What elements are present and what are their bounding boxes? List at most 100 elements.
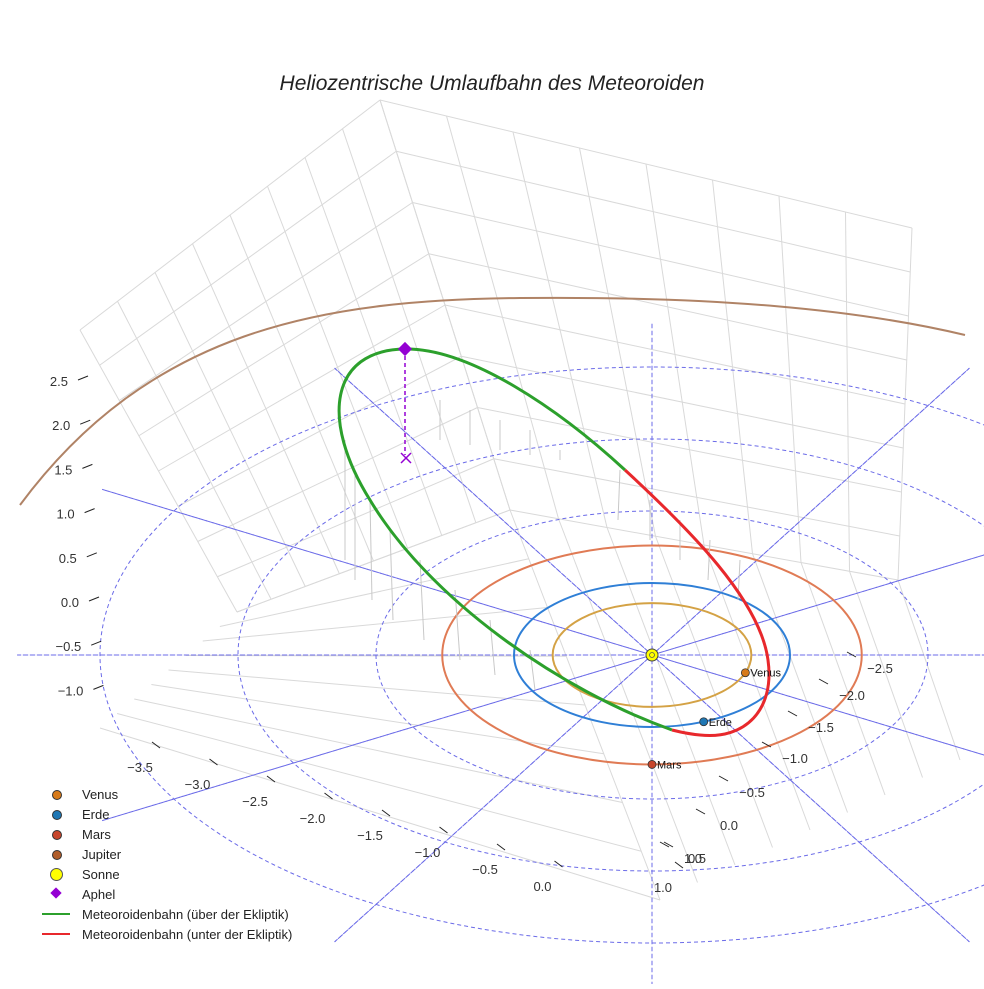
grid-line [444,304,906,405]
z-tick-label: 1.0 [57,507,75,522]
x-tick [209,758,218,766]
grid-line [712,179,753,554]
grid-line [134,698,623,803]
z-tick-label: −1.0 [58,683,84,698]
x-tick-label: −1.0 [415,845,441,860]
y-tick [846,651,857,658]
y-tick-label: 1.0 [684,851,702,866]
x-tick [674,861,684,869]
y-tick-label: −2.0 [839,688,865,703]
legend-dot-marker [52,830,62,840]
z-tick [86,552,97,558]
z-tick-label: 2.5 [50,374,68,389]
z-tick [93,684,104,690]
grid-line [267,186,409,549]
legend-line-marker [42,933,70,935]
drop-line [389,529,394,621]
legend-line-marker [42,913,70,915]
y-tick-label: −2.5 [867,661,893,676]
orbit-venus [551,602,753,708]
meteoroid-orbit-above [337,347,673,732]
grid-line [778,195,802,563]
z-tick [80,419,91,425]
grid-line [177,355,462,507]
legend: Venus Erde Mars Jupiter Sonne Aphel Meteoroide… [40,784,292,944]
y-tick-label: −0.5 [739,785,765,800]
legend-swatch [40,904,74,924]
drop-line [369,499,373,601]
grid-line [236,509,511,613]
grid-line [477,407,902,493]
x-tick [151,741,161,749]
y-tick [695,808,706,815]
grid-line [202,607,548,642]
x-tick-label: −2.5 [242,794,268,809]
sun-marker [645,648,659,662]
legend-item: Mars [40,824,292,844]
x-tick [554,860,563,868]
legend-sun-marker [50,868,63,881]
sun-core [649,652,655,658]
legend-swatch [40,804,74,824]
grid-line [151,684,604,755]
legend-swatch [40,884,74,904]
grid-line [342,128,477,523]
y-tick [663,841,674,848]
aphel-marker [397,341,413,357]
legend-dot-marker [52,810,62,820]
x-tick [496,843,506,851]
z-tick-label: −0.5 [56,639,82,654]
z-tick-label: 1.5 [54,462,72,477]
z-tick-label: 0.5 [59,551,77,566]
z-tick-label: 2.0 [52,418,70,433]
z-tick [77,375,89,381]
y-tick-label: 0.5 [688,851,706,866]
y-tick-label: −1.0 [782,751,808,766]
legend-swatch [40,924,74,944]
grid-line [558,518,698,883]
z-tick [82,463,93,469]
z-tick [91,640,102,646]
grid-line [849,571,923,778]
planet-venus-label: Venus [750,668,781,680]
grid-line [197,407,478,542]
x-tick [439,826,448,834]
z-tick [84,508,95,514]
orbit-jupiter [19,296,966,506]
grid-line [493,458,900,537]
x-tick [324,792,333,800]
legend-item: Erde [40,804,292,824]
legend-item: Jupiter [40,844,292,864]
legend-label: Jupiter [82,846,122,862]
legend-swatch [40,864,74,884]
y-tick [718,775,729,782]
x-tick-label: 1.0 [654,880,672,895]
legend-label: Aphel [82,886,116,902]
x-tick [266,775,276,783]
legend-swatch [40,784,74,804]
legend-dot-marker [52,790,62,800]
meteoroid-orbit-below [623,468,771,738]
grid-line [655,536,773,848]
orbit-erde [513,582,791,728]
drop-line [617,469,621,521]
planet-mars-marker [647,760,657,769]
y-tick [818,678,829,685]
grid-line [752,553,848,813]
y-tick [659,841,670,848]
legend-label: Meteoroidenbahn (unter der Ekliptik) [82,926,293,942]
legend-label: Meteoroidenbahn (über der Ekliptik) [82,906,289,922]
legend-item: Aphel [40,884,292,904]
x-tick-label: −0.5 [472,862,498,877]
z-tick-label: 0.0 [61,595,79,610]
grid-line [461,355,904,449]
y-tick-label: −1.5 [808,720,834,735]
x-tick-label: 0.0 [533,879,551,894]
legend-label: Sonne [82,866,120,882]
planet-erde-marker [699,717,709,727]
legend-item: Venus [40,784,292,804]
legend-swatch [40,844,74,864]
grid-line [845,211,850,572]
